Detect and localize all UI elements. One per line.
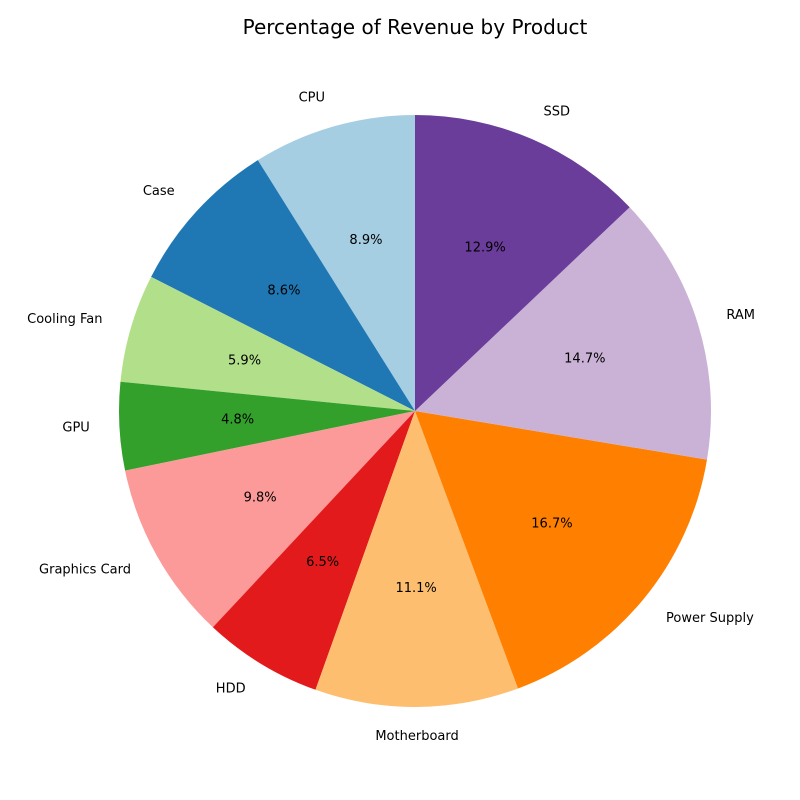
pie-slice-power-supply xyxy=(415,411,707,689)
slice-percent-cooling-fan: 5.9% xyxy=(228,354,261,369)
slice-percent-hdd: 6.5% xyxy=(306,555,339,570)
pie-slice-case xyxy=(151,160,415,411)
slice-label-power-supply: Power Supply xyxy=(666,611,754,626)
pie-slice-ssd xyxy=(415,115,630,411)
slice-label-hdd: HDD xyxy=(216,682,246,697)
slice-label-case: Case xyxy=(143,184,175,199)
chart-title: Percentage of Revenue by Product xyxy=(243,15,588,39)
pie-labels: CPU 8.9% Case 8.6% Cooling Fan 5.9% GPU 4.8% Gra… xyxy=(27,91,755,745)
slice-percent-motherboard: 11.1% xyxy=(395,581,436,596)
slice-percent-gpu: 4.8% xyxy=(221,413,254,428)
slice-percent-ssd: 12.9% xyxy=(464,240,505,255)
slice-label-cpu: CPU xyxy=(299,91,325,106)
pie-slice-cpu xyxy=(257,115,415,411)
pie-slice-hdd xyxy=(212,411,415,690)
slice-label-ram: RAM xyxy=(726,308,755,323)
pie-slice-cooling-fan xyxy=(120,276,415,411)
slice-label-motherboard: Motherboard xyxy=(375,729,458,744)
slice-percent-graphics-card: 9.8% xyxy=(244,490,277,505)
slice-percent-power-supply: 16.7% xyxy=(531,517,572,532)
pie-slice-motherboard xyxy=(315,411,518,708)
slice-percent-case: 8.6% xyxy=(267,284,300,299)
slice-percent-ram: 14.7% xyxy=(564,351,605,366)
pie-slice-graphics-card xyxy=(125,411,415,628)
slice-label-gpu: GPU xyxy=(62,420,89,435)
pie-slices xyxy=(119,115,711,708)
pie-slice-gpu xyxy=(119,381,415,471)
slice-percent-cpu: 8.9% xyxy=(349,233,382,248)
pie-slice-ram xyxy=(415,207,711,460)
slice-label-graphics-card: Graphics Card xyxy=(39,563,131,578)
slice-label-ssd: SSD xyxy=(543,104,570,119)
slice-label-cooling-fan: Cooling Fan xyxy=(27,312,102,327)
